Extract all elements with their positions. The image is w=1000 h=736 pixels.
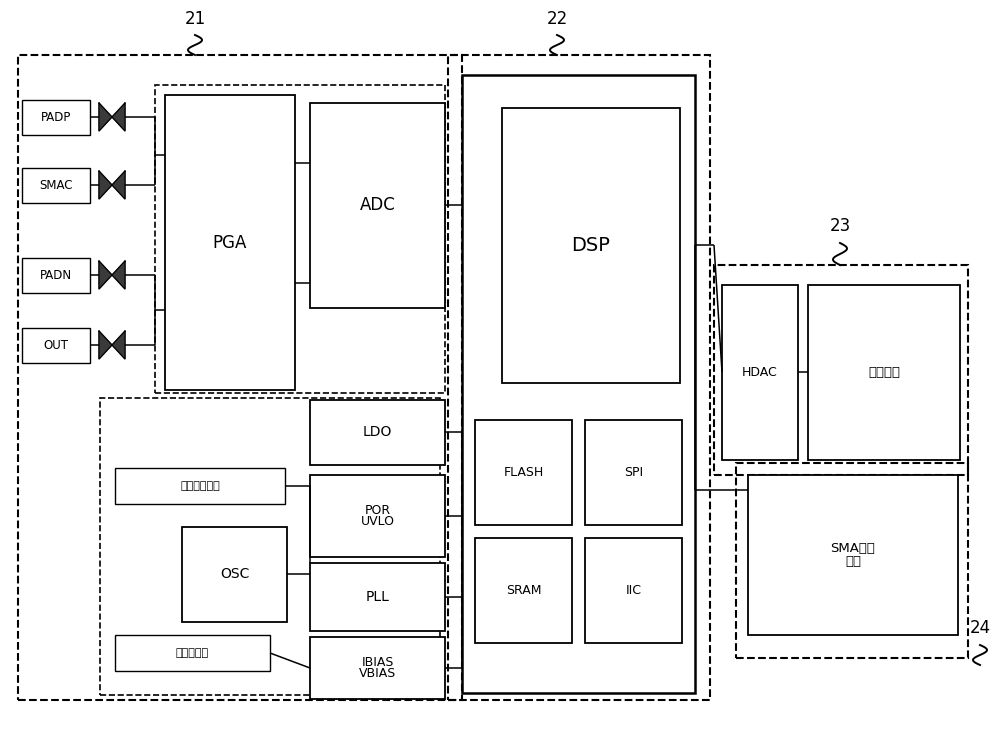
Bar (448, 55, 710, 700)
Text: POR: POR (364, 503, 391, 517)
Text: 外部时钟输入: 外部时钟输入 (180, 481, 220, 491)
Bar (18, 55, 462, 700)
Bar (585, 420, 682, 525)
Polygon shape (99, 331, 112, 359)
Bar (462, 75, 695, 693)
Polygon shape (112, 171, 125, 199)
Text: PADP: PADP (41, 111, 71, 124)
Polygon shape (112, 103, 125, 131)
Bar (100, 398, 440, 695)
Bar (714, 265, 968, 475)
Text: VBIAS: VBIAS (359, 668, 396, 680)
Text: 21: 21 (184, 10, 206, 28)
Text: SMAC: SMAC (39, 179, 73, 192)
Bar (182, 527, 287, 622)
Text: 外部传感器: 外部传感器 (176, 648, 209, 658)
Text: UVLO: UVLO (360, 515, 394, 528)
Bar (310, 563, 445, 631)
Text: FLASH: FLASH (503, 466, 544, 479)
Text: IIC: IIC (626, 584, 642, 597)
Text: DSP: DSP (572, 236, 610, 255)
Bar (722, 285, 798, 460)
Bar (115, 635, 270, 671)
Text: 桥式输出: 桥式输出 (868, 366, 900, 379)
Bar (310, 475, 445, 557)
Text: 24: 24 (969, 619, 991, 637)
Text: SPI: SPI (624, 466, 643, 479)
Bar (155, 85, 445, 393)
Text: PLL: PLL (366, 590, 389, 604)
Text: ADC: ADC (360, 197, 395, 214)
Bar (310, 400, 445, 465)
Bar (22, 258, 90, 293)
Bar (808, 285, 960, 460)
Text: HDAC: HDAC (742, 366, 778, 379)
Text: SMA检测: SMA检测 (831, 542, 875, 556)
Bar (502, 108, 680, 383)
Bar (22, 100, 90, 135)
Bar (165, 95, 295, 390)
Bar (115, 468, 285, 504)
Bar (585, 538, 682, 643)
Bar (475, 420, 572, 525)
Text: IBIAS: IBIAS (361, 656, 394, 668)
Bar (475, 538, 572, 643)
Polygon shape (99, 103, 112, 131)
Text: 22: 22 (546, 10, 568, 28)
Text: 23: 23 (829, 217, 851, 235)
Text: PADN: PADN (40, 269, 72, 282)
Text: SRAM: SRAM (506, 584, 541, 597)
Text: OSC: OSC (220, 567, 249, 581)
Polygon shape (112, 261, 125, 289)
Polygon shape (99, 261, 112, 289)
Polygon shape (99, 171, 112, 199)
Polygon shape (112, 331, 125, 359)
Bar (736, 463, 968, 658)
Text: LDO: LDO (363, 425, 392, 439)
Text: OUT: OUT (44, 339, 68, 352)
Bar (748, 475, 958, 635)
Bar (310, 103, 445, 308)
Text: 模块: 模块 (845, 555, 861, 567)
Text: PGA: PGA (213, 233, 247, 252)
Bar (310, 637, 445, 699)
Bar (22, 168, 90, 203)
Bar (22, 328, 90, 363)
